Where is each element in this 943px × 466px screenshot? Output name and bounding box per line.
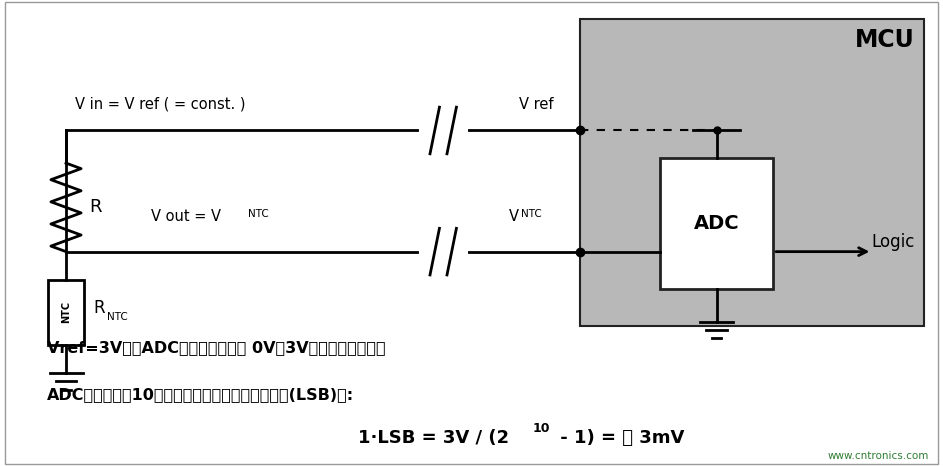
Text: R: R — [90, 199, 102, 216]
Text: R: R — [93, 299, 105, 316]
Bar — [580, 19, 924, 326]
Text: V: V — [509, 209, 520, 224]
Text: 1·LSB = 3V / (2: 1·LSB = 3V / (2 — [358, 429, 509, 447]
Text: www.cntronics.com: www.cntronics.com — [827, 452, 929, 461]
Text: V in = V ref ( = const. ): V in = V ref ( = const. ) — [75, 97, 246, 112]
Bar — [660, 158, 773, 289]
Text: V ref: V ref — [519, 97, 554, 112]
Text: NTC: NTC — [61, 301, 71, 323]
Bar — [48, 280, 84, 345]
Text: Logic: Logic — [871, 233, 915, 251]
Text: MCU: MCU — [855, 28, 915, 52]
Text: NTC: NTC — [521, 209, 541, 219]
Text: NTC: NTC — [107, 312, 127, 322]
Text: NTC: NTC — [248, 209, 269, 219]
Text: V out = V: V out = V — [151, 209, 221, 224]
Text: - 1) = 約 3mV: - 1) = 約 3mV — [554, 429, 685, 447]
Text: 10: 10 — [533, 422, 551, 435]
Text: ADC: ADC — [694, 214, 739, 233]
Text: ADCの分解能が10ビットである場合の量子化単位(LSB)は:: ADCの分解能が10ビットである場合の量子化単位(LSB)は: — [47, 387, 355, 402]
Text: Vref=3Vで、ADCの入力レンジが 0V～3Vであるとすると、: Vref=3Vで、ADCの入力レンジが 0V～3Vであるとすると、 — [47, 340, 386, 355]
